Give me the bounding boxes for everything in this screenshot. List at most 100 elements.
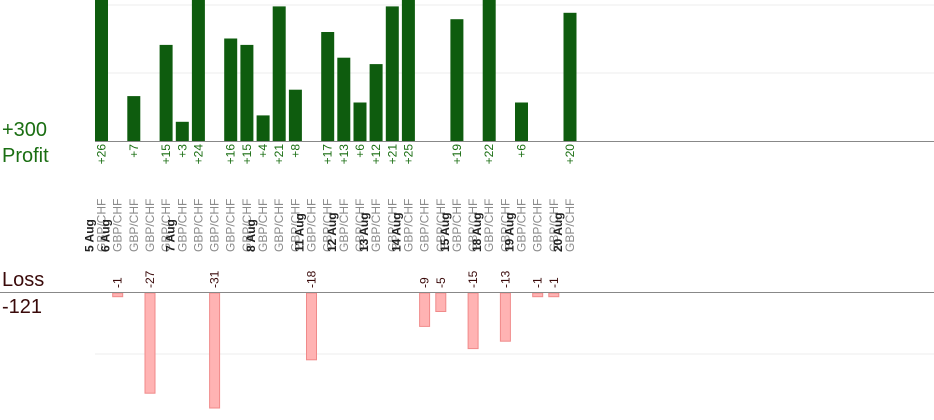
profit-bar: [563, 12, 577, 141]
axes: [0, 141, 934, 293]
pair-label: GBP/CHF: [450, 199, 464, 252]
date-label: 6 Aug: [99, 219, 113, 252]
profit-label: Profit: [2, 145, 49, 167]
profit-bar: [224, 38, 238, 141]
profit-value-label: +19: [450, 144, 464, 165]
loss-total: -121: [2, 296, 43, 318]
pair-label: GBP/CHF: [208, 199, 222, 252]
date-label: 11 Aug: [293, 213, 307, 252]
profit-value-label: +17: [321, 144, 335, 165]
loss-value-label: -27: [143, 270, 157, 288]
pair-label: GBP/CHF: [159, 199, 173, 252]
profit-bar: [321, 32, 335, 141]
profit-value-label: +6: [515, 144, 529, 158]
profit-value-label: +6: [353, 144, 367, 158]
pair-label: GBP/CHF: [256, 199, 270, 252]
profit-bar: [385, 6, 399, 142]
pair-label: GBP/CHF: [272, 199, 286, 252]
profit-bar: [482, 0, 496, 141]
pair-label: GBP/CHF: [531, 199, 545, 252]
pair-label: GBP/CHF: [127, 199, 141, 252]
profit-total: +300: [2, 119, 48, 141]
profit-value-label: +25: [401, 144, 415, 165]
grid-lines: [95, 4, 934, 355]
profit-value-label: +15: [159, 144, 173, 165]
profit-value-label: +8: [288, 144, 302, 158]
profit-value-label: +20: [563, 144, 577, 165]
profit-bar: [127, 96, 141, 141]
date-label: 19 Aug: [503, 212, 517, 252]
profit-bar: [515, 102, 528, 141]
pair-label: GBP/CHF: [224, 199, 238, 252]
loss-value-label: -9: [418, 277, 432, 288]
pair-label: GBP/CHF: [240, 199, 254, 252]
loss-value-label: -13: [498, 270, 512, 288]
profit-bar: [401, 0, 415, 141]
loss-value-label: -31: [208, 270, 222, 288]
pair-label: GBP/CHF: [482, 199, 496, 252]
pair-label: GBP/CHF: [353, 199, 367, 252]
profit-value-label: +4: [256, 144, 270, 158]
date-label: 18 Aug: [470, 212, 484, 252]
profit-bar: [450, 19, 464, 142]
loss-value-label: -18: [305, 270, 319, 288]
profit-bar: [369, 64, 383, 141]
loss-bar: [435, 292, 447, 312]
profit-value-label: +15: [240, 144, 254, 165]
pair-label: GBP/CHF: [191, 199, 205, 252]
date-label: 15 Aug: [438, 212, 452, 252]
profit-bar: [191, 0, 205, 141]
profit-value-label: +22: [482, 144, 496, 165]
profit-bar: [240, 44, 254, 141]
loss-bar: [532, 292, 544, 298]
pair-label: GBP/CHF: [498, 199, 512, 252]
date-label: 5 Aug: [83, 219, 97, 252]
pair-label: GBP/CHF: [337, 199, 351, 252]
loss-value-label: -15: [466, 270, 480, 288]
pair-label: GBP/CHF: [434, 199, 448, 252]
date-label: 7 Aug: [163, 219, 177, 252]
bars: [95, 0, 577, 409]
profit-bar: [288, 89, 302, 141]
pair-label: GBP/CHF: [111, 199, 125, 252]
pair-label: GBP/CHF: [401, 199, 415, 252]
profit-bar: [353, 102, 367, 141]
pair-label: GBP/CHF: [175, 199, 189, 252]
pair-label: GBP/CHF: [369, 199, 383, 252]
profit-value-label: +24: [191, 144, 205, 165]
profit-value-label: +16: [224, 144, 238, 165]
loss-bar: [548, 292, 560, 298]
pair-label: GBP/CHF: [95, 199, 109, 252]
date-label: 14 Aug: [389, 212, 403, 252]
profit-bar: [159, 44, 173, 141]
pair-label: GBP/CHF: [466, 199, 480, 252]
pair-label: GBP/CHF: [515, 199, 529, 252]
loss-bar: [467, 292, 479, 350]
loss-label: Loss: [2, 269, 45, 291]
loss-bar: [306, 292, 317, 361]
profit-value-label: +13: [337, 144, 351, 165]
date-label: 20 Aug: [551, 212, 565, 252]
pair-label: GBP/CHF: [418, 199, 432, 252]
profit-value-label: +21: [385, 144, 399, 165]
profit-bar: [175, 121, 189, 141]
profit-bar: [337, 57, 351, 142]
loss-bar: [419, 292, 431, 327]
loss-value-label: -1: [111, 277, 125, 288]
loss-bar: [144, 292, 156, 394]
profit-value-label: +12: [369, 144, 383, 165]
loss-value-label: -1: [531, 277, 545, 288]
profit-bar: [272, 6, 286, 142]
pair-label: GBP/CHF: [143, 199, 157, 252]
loss-value-label: -5: [434, 277, 448, 288]
loss-bar: [112, 292, 124, 298]
profit-value-label: +3: [175, 144, 189, 158]
pair-label: GBP/CHF: [385, 199, 399, 252]
date-label: 8 Aug: [244, 219, 258, 252]
profit-bar: [256, 115, 270, 141]
loss-value-label: -1: [547, 277, 561, 288]
profit-bar: [95, 0, 108, 141]
pair-label: GBP/CHF: [305, 199, 319, 252]
